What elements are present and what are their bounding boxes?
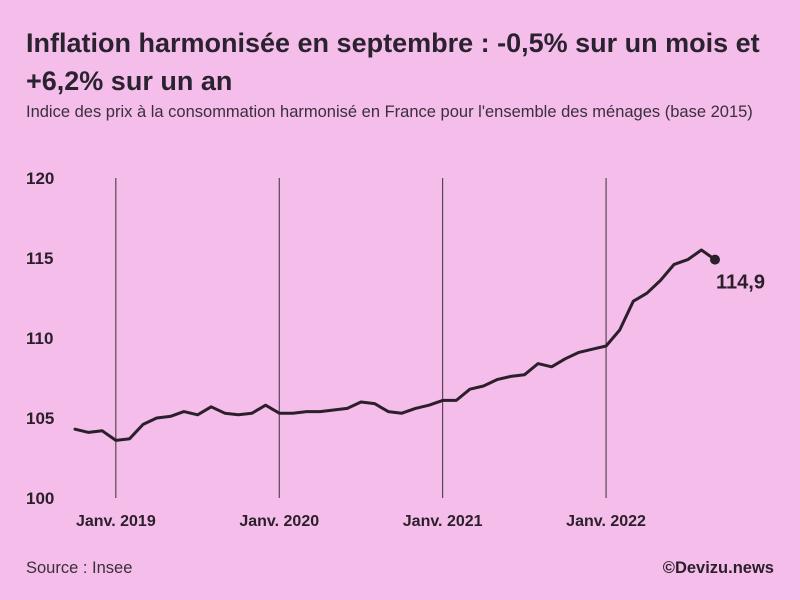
credit-note: ©Devizu.news — [662, 559, 774, 577]
end-point-marker — [710, 254, 720, 265]
series-group — [73, 248, 717, 442]
x-tick-label: Janv. 2020 — [239, 513, 319, 530]
y-tick-label: 100 — [26, 489, 54, 508]
x-tick-label: Janv. 2019 — [76, 513, 156, 530]
y-tick-label: 120 — [26, 169, 54, 188]
series-line — [73, 248, 717, 442]
y-tick-label: 110 — [26, 329, 53, 348]
chart-subtitle: Indice des prix à la consommation harmon… — [26, 103, 753, 121]
vertical-gridlines — [115, 178, 607, 498]
source-note: Source : Insee — [26, 559, 133, 577]
end-marker-group: 114,9 — [710, 254, 765, 294]
chart-title: Inflation harmonisée en septembre : -0,5… — [26, 28, 760, 96]
y-tick-label: 115 — [26, 249, 53, 268]
y-axis-ticks: 100 105 110 115 120 — [26, 169, 54, 508]
x-tick-label: Janv. 2021 — [403, 513, 483, 530]
x-axis-ticks: Janv. 2019 Janv. 2020 Janv. 2021 Janv. 2022 — [76, 513, 646, 530]
y-tick-label: 105 — [26, 409, 54, 428]
end-value-label: 114,9 — [716, 272, 765, 294]
x-tick-label: Janv. 2022 — [566, 513, 646, 530]
